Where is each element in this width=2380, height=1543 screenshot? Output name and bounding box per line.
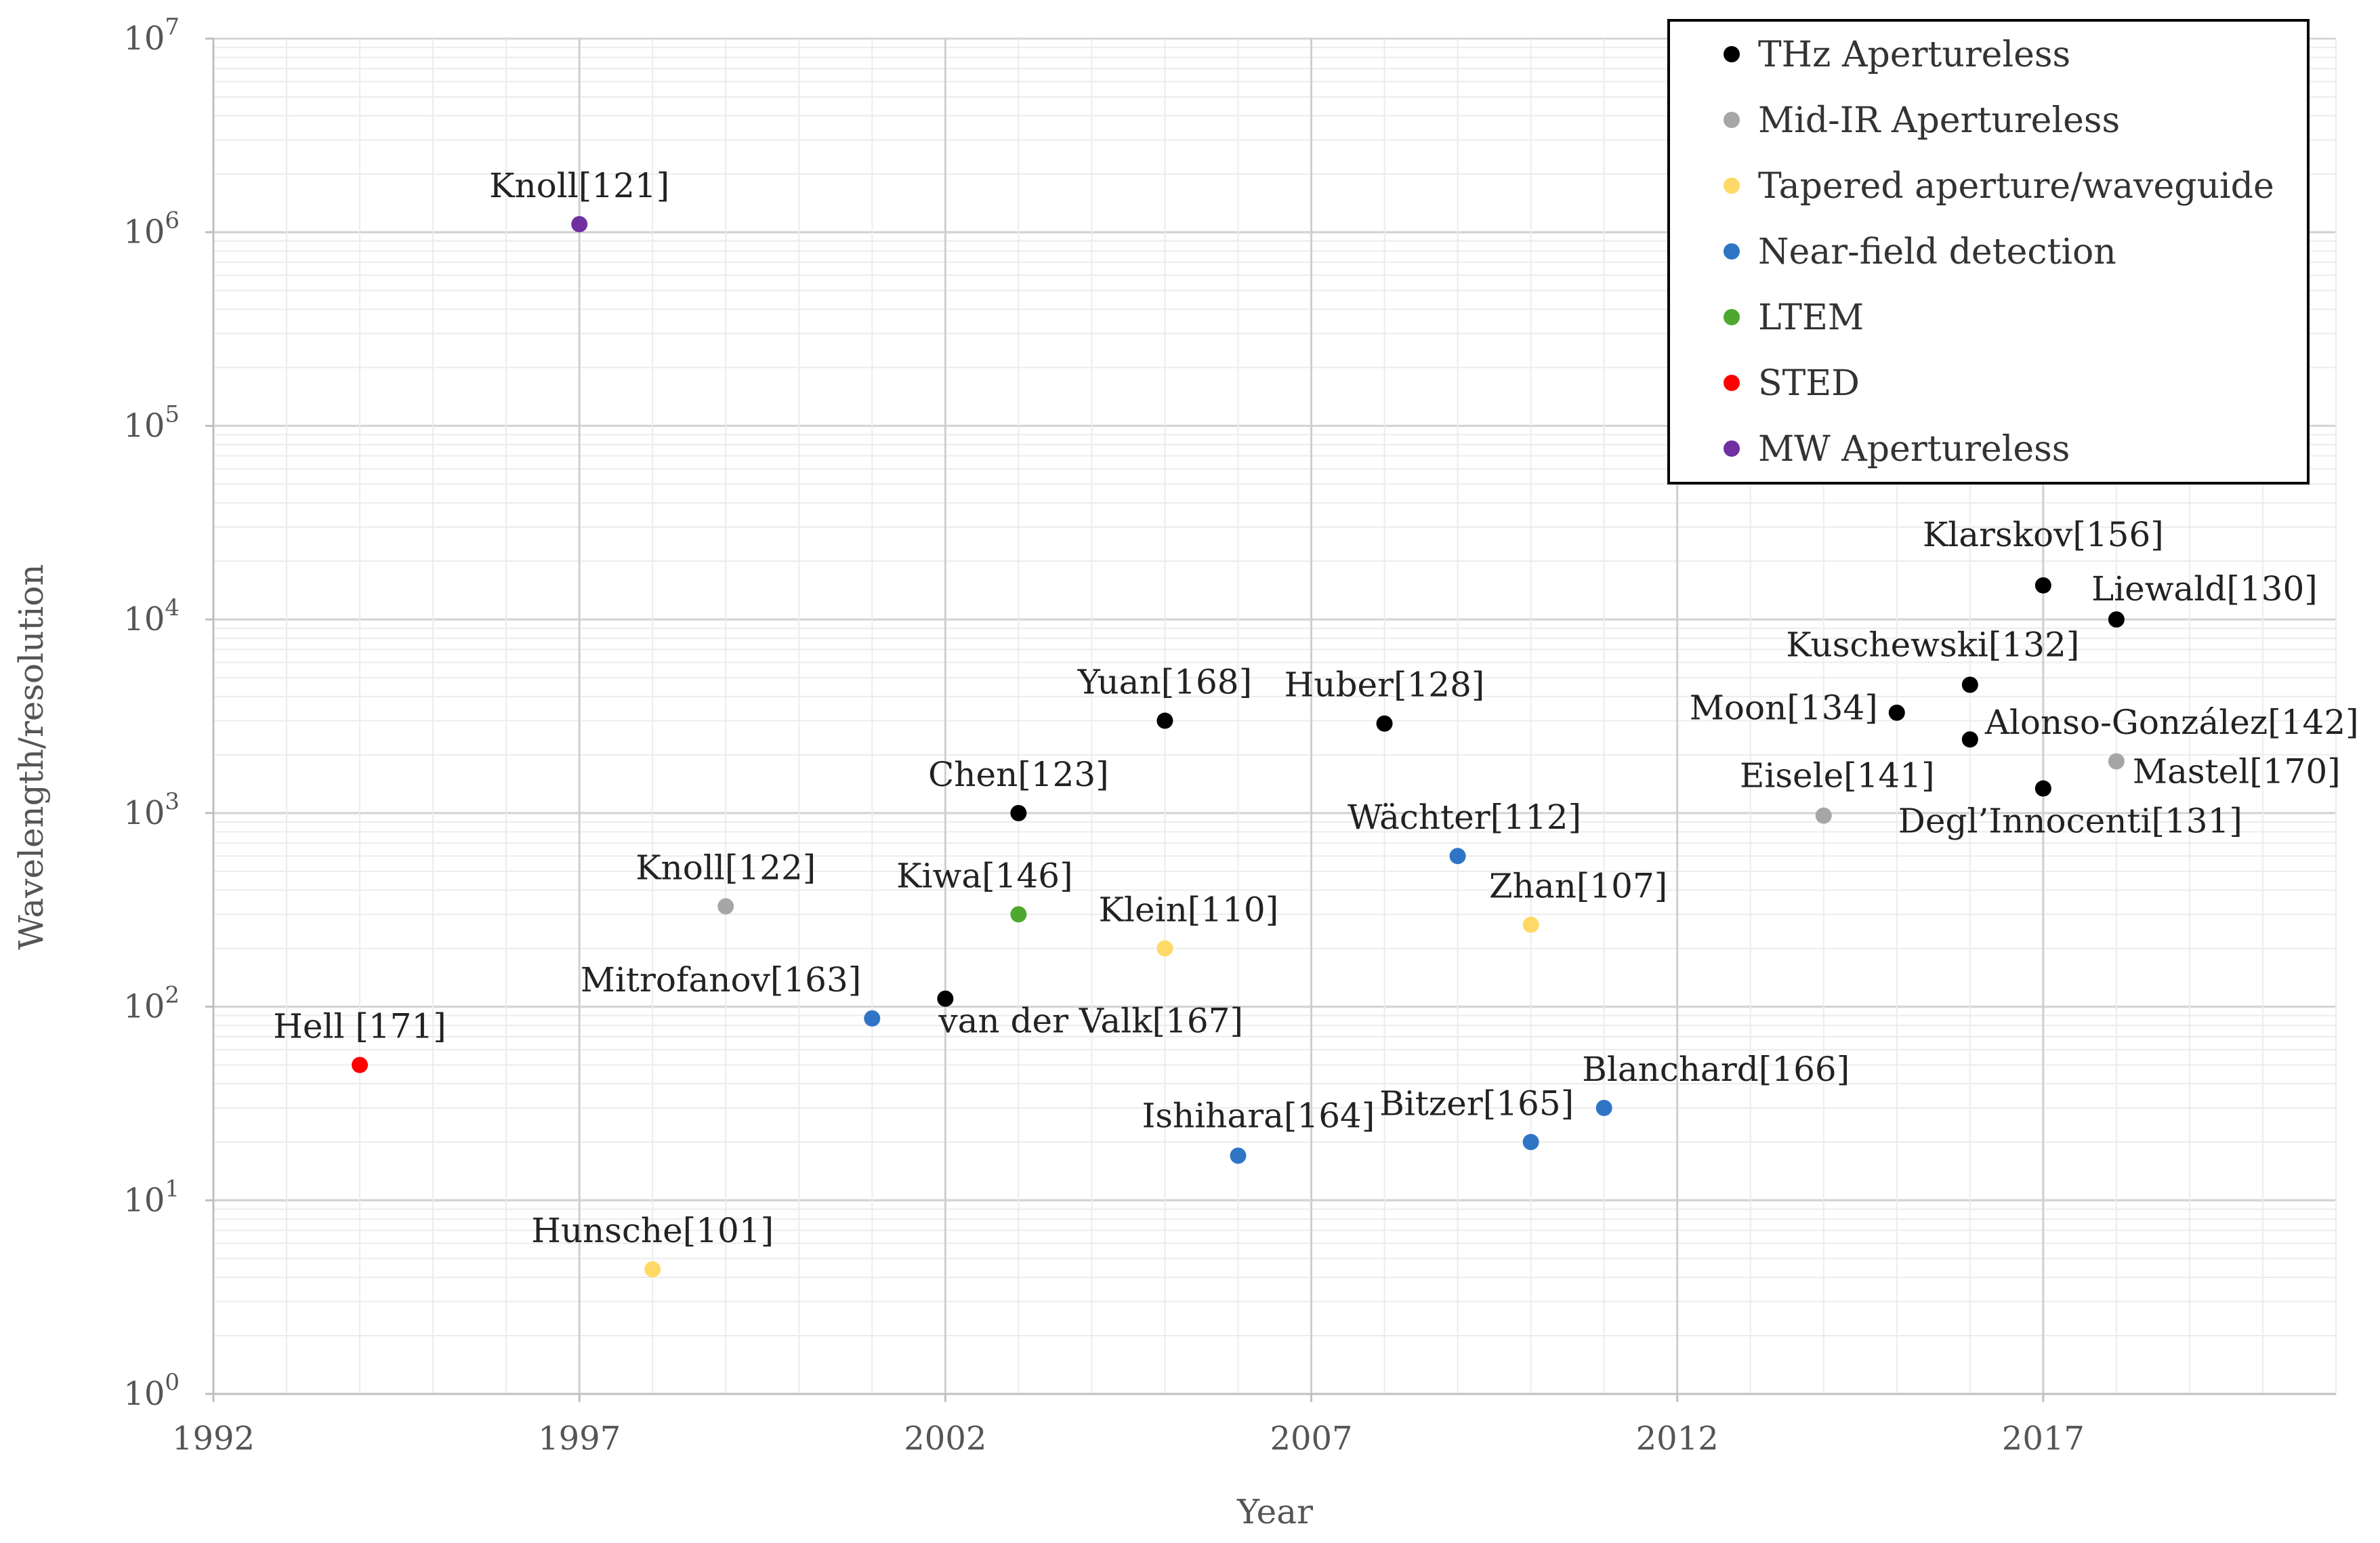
x-axis-title: Year (1236, 1492, 1313, 1531)
legend-label: Tapered aperture/waveguide (1758, 166, 2274, 207)
point-label: Mitrofanov[163] (581, 960, 862, 1000)
legend-marker (1724, 309, 1740, 325)
point-label: Degl’Innocenti[131] (1898, 802, 2242, 841)
data-point (1815, 807, 1832, 824)
data-point (1595, 1099, 1612, 1116)
point-label: Bitzer[165] (1379, 1084, 1574, 1123)
data-point (2034, 577, 2051, 594)
point-label: Moon[134] (1690, 688, 1878, 728)
y-tick-label: 104 (123, 594, 180, 638)
y-tick-exponent: 4 (165, 594, 180, 621)
y-tick-label: 101 (123, 1175, 180, 1219)
legend-marker (1724, 440, 1740, 457)
point-label: Chen[123] (928, 755, 1109, 794)
data-point (1156, 712, 1173, 729)
point-label: Yuan[168] (1077, 663, 1252, 702)
point-label: Liewald[130] (2091, 569, 2318, 609)
y-tick-exponent: 5 (165, 400, 180, 428)
data-point (864, 1010, 881, 1027)
y-tick-exponent: 7 (165, 14, 180, 41)
legend-items: THz Apertureless Mid-IR Apertureless Taper… (1724, 35, 2274, 470)
legend-marker (1724, 178, 1740, 194)
y-tick-exponent: 3 (165, 788, 180, 815)
y-tick-exponent: 2 (165, 982, 180, 1009)
data-point (2108, 611, 2125, 628)
point-label: Klarskov[156] (1923, 515, 2164, 554)
point-label: Knoll[121] (489, 166, 669, 205)
y-tick-label: 100 (123, 1369, 180, 1413)
legend: THz Apertureless Mid-IR Apertureless Taper… (1667, 19, 2310, 485)
y-tick-label: 106 (123, 207, 180, 251)
legend-marker (1724, 112, 1740, 128)
legend-label: THz Apertureless (1758, 35, 2070, 75)
legend-marker (1724, 375, 1740, 391)
data-point (1230, 1147, 1247, 1164)
point-label: Kuschewski[132] (1786, 625, 2079, 664)
legend-marker (1724, 46, 1740, 62)
data-point (2034, 780, 2051, 797)
point-label: Ishihara[164] (1142, 1096, 1375, 1135)
point-label: Mastel[170] (2133, 752, 2341, 791)
x-tick-label: 2017 (2002, 1420, 2085, 1458)
legend-label: STED (1758, 363, 1860, 404)
y-tick-label: 102 (123, 982, 180, 1026)
data-point (1522, 916, 1539, 933)
legend-label: Mid-IR Apertureless (1758, 100, 2120, 141)
y-tick-exponent: 6 (165, 207, 180, 234)
data-point (644, 1261, 661, 1278)
data-point (352, 1056, 369, 1073)
point-label: Zhan[107] (1489, 867, 1667, 906)
data-point (1522, 1134, 1539, 1151)
data-point (1449, 848, 1466, 865)
point-label: Kiwa[146] (896, 856, 1072, 895)
x-tick-label: 2007 (1270, 1420, 1352, 1458)
data-point (1961, 676, 1978, 693)
legend-label: Near-field detection (1758, 232, 2116, 272)
point-label: Alonso-González[142] (1984, 703, 2359, 742)
y-tick-label: 107 (123, 14, 180, 58)
x-tick-label: 1997 (538, 1420, 621, 1458)
data-point (1376, 715, 1393, 732)
point-label: Wächter[112] (1348, 798, 1581, 837)
y-axis-title: Wavelength/resolution (12, 564, 51, 949)
point-label: Eisele[141] (1740, 756, 1935, 796)
data-points (352, 215, 2125, 1278)
point-label: Blanchard[166] (1582, 1050, 1850, 1089)
x-tick-label: 2002 (904, 1420, 986, 1458)
point-label: Hunsche[101] (531, 1211, 774, 1250)
point-label: Hell [171] (273, 1007, 446, 1046)
tick-labels: 1992 1997 2002 2007 2012 20171001011021031041… (123, 14, 2085, 1458)
data-point (1888, 704, 1905, 721)
data-point (937, 990, 954, 1007)
data-point (1961, 731, 1978, 748)
y-tick-label: 103 (123, 788, 180, 832)
data-point (1010, 906, 1027, 923)
x-tick-label: 2012 (1636, 1420, 1719, 1458)
legend-label: MW Apertureless (1758, 429, 2070, 470)
y-tick-exponent: 0 (165, 1369, 180, 1396)
point-labels: Chen[123] van der Valk[167] Yuan[168] Huber… (273, 166, 2358, 1250)
data-point (2108, 753, 2125, 770)
point-label: Klein[110] (1099, 890, 1279, 930)
legend-marker (1724, 243, 1740, 260)
legend-label: LTEM (1758, 297, 1864, 338)
point-label: van der Valk[167] (938, 1002, 1243, 1041)
x-tick-label: 1992 (172, 1420, 255, 1458)
point-label: Knoll[122] (635, 848, 816, 887)
legend-box (1667, 19, 2310, 485)
point-label: Huber[128] (1285, 665, 1485, 705)
axes (205, 37, 2336, 1402)
y-tick-label: 105 (123, 400, 180, 445)
data-point (717, 898, 734, 915)
y-tick-exponent: 1 (165, 1175, 180, 1202)
data-point (1156, 940, 1173, 957)
data-point (571, 215, 588, 232)
data-point (1010, 804, 1027, 821)
